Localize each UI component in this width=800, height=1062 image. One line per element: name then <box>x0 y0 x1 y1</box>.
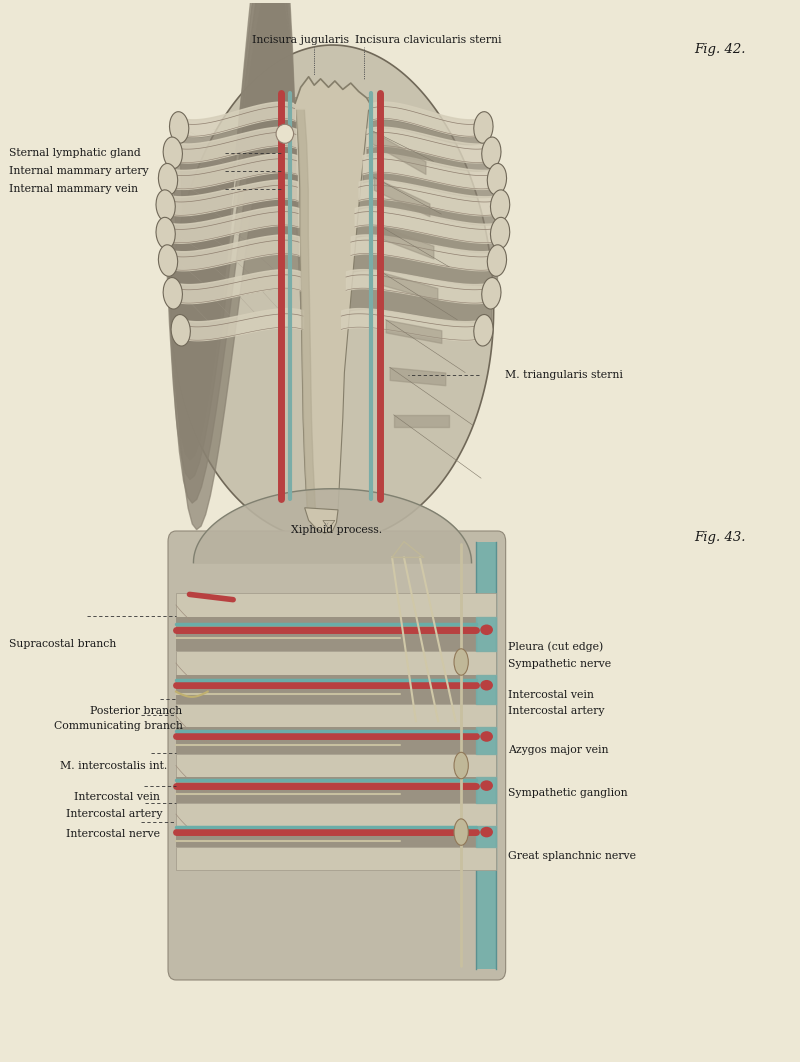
Ellipse shape <box>276 124 294 143</box>
Ellipse shape <box>490 190 510 221</box>
Text: Sympathetic ganglion: Sympathetic ganglion <box>508 788 628 798</box>
Text: Internal mammary vein: Internal mammary vein <box>9 184 138 193</box>
Text: M. triangularis sterni: M. triangularis sterni <box>505 370 622 379</box>
Text: Intercostal vein: Intercostal vein <box>74 792 160 802</box>
Ellipse shape <box>490 218 510 249</box>
Bar <box>176 727 476 754</box>
Ellipse shape <box>156 218 175 249</box>
Bar <box>176 846 496 870</box>
Text: Communicating branch: Communicating branch <box>54 721 183 732</box>
Polygon shape <box>323 520 335 529</box>
Polygon shape <box>295 98 370 510</box>
Bar <box>176 704 496 727</box>
Bar <box>176 674 476 704</box>
Ellipse shape <box>474 112 493 143</box>
Ellipse shape <box>480 827 493 837</box>
Text: Incisura clavicularis sterni: Incisura clavicularis sterni <box>354 35 501 45</box>
Ellipse shape <box>480 624 493 635</box>
Text: Supracostal branch: Supracostal branch <box>9 639 116 649</box>
Ellipse shape <box>158 244 178 276</box>
Text: Intercostal vein: Intercostal vein <box>508 689 594 700</box>
Polygon shape <box>171 45 494 542</box>
Bar <box>176 594 496 617</box>
Ellipse shape <box>454 819 468 845</box>
Text: Azygos major vein: Azygos major vein <box>508 744 609 755</box>
Ellipse shape <box>156 190 175 221</box>
Text: Internal mammary artery: Internal mammary artery <box>9 166 149 175</box>
Ellipse shape <box>482 137 501 169</box>
Text: Intercostal artery: Intercostal artery <box>508 705 605 716</box>
Bar <box>176 754 496 777</box>
Bar <box>176 617 476 651</box>
Text: Fig. 43.: Fig. 43. <box>694 531 746 544</box>
Bar <box>476 542 496 970</box>
Ellipse shape <box>480 732 493 741</box>
Text: Incisura jugularis: Incisura jugularis <box>252 35 349 45</box>
Ellipse shape <box>454 649 468 675</box>
Text: Intercostal nerve: Intercostal nerve <box>66 829 160 839</box>
Bar <box>176 826 476 846</box>
Text: M. intercostalis int.: M. intercostalis int. <box>60 760 167 771</box>
Ellipse shape <box>487 244 506 276</box>
Ellipse shape <box>171 314 190 346</box>
Ellipse shape <box>454 752 468 778</box>
Text: Fig. 42.: Fig. 42. <box>694 42 746 56</box>
Text: Sympathetic nerve: Sympathetic nerve <box>508 660 611 669</box>
Ellipse shape <box>480 680 493 690</box>
Ellipse shape <box>487 164 506 195</box>
Text: Sternal lymphatic gland: Sternal lymphatic gland <box>9 148 141 158</box>
Ellipse shape <box>170 112 189 143</box>
Ellipse shape <box>158 164 178 195</box>
Ellipse shape <box>482 277 501 309</box>
Text: Pleura (cut edge): Pleura (cut edge) <box>508 641 603 652</box>
Bar <box>176 803 496 826</box>
Ellipse shape <box>480 781 493 791</box>
Ellipse shape <box>163 277 182 309</box>
Bar <box>176 777 476 803</box>
Polygon shape <box>305 508 338 533</box>
Ellipse shape <box>163 137 182 169</box>
Text: Posterior branch: Posterior branch <box>90 705 182 716</box>
Bar <box>176 651 496 674</box>
FancyBboxPatch shape <box>168 531 506 980</box>
Text: Intercostal artery: Intercostal artery <box>66 809 163 819</box>
Text: Xiphoid process.: Xiphoid process. <box>291 525 382 534</box>
Text: Great splanchnic nerve: Great splanchnic nerve <box>508 852 636 861</box>
Ellipse shape <box>474 314 493 346</box>
